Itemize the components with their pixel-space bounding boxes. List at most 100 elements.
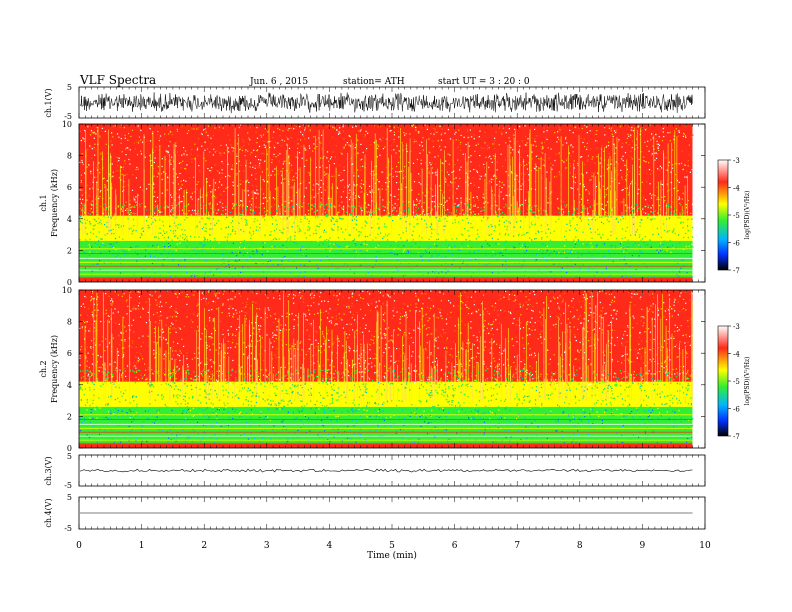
spectrogram-pixel [185,258,187,260]
spectrogram-pixel [213,148,215,150]
spectrogram-pixel [647,244,649,246]
spectrogram-pixel [225,227,227,229]
spectrogram-pixel [89,188,91,190]
spectrogram-pixel [635,144,637,146]
spectrogram-pixel [439,125,441,127]
spectrogram-pixel [110,229,112,231]
spectrogram-pixel [634,234,636,236]
spectrogram-pixel [207,168,209,170]
spectrogram-pixel [229,217,231,219]
spectrogram-pixel [676,246,678,249]
spectrogram-pixel [218,209,220,211]
spectrogram-pixel [570,187,572,189]
spectrogram-pixel [519,226,521,228]
spectrogram-pixel [242,203,244,205]
spectrogram-pixel [639,250,641,252]
spectrogram-pixel [428,170,430,172]
spectrogram-pixel [633,204,635,207]
spectrogram-pixel [653,276,655,278]
spectrogram-pixel [84,172,86,174]
spectrogram-pixel [650,207,652,209]
spectrogram-pixel [379,271,381,273]
spectrogram-pixel [600,236,602,238]
spectrogram-pixel [197,127,200,129]
spectrogram-pixel [463,242,465,244]
spectrogram-pixel [206,181,208,183]
spectrogram-pixel [427,176,429,178]
spectrogram-pixel [273,227,275,229]
y-tick-label: 0 [67,278,72,287]
spectrogram-pixel [349,206,351,208]
spectrogram-pixel [111,176,113,178]
spectrogram-pixel [687,256,689,258]
spectrogram-pixel [330,220,333,222]
spectrogram-pixel [238,149,241,151]
y-tick-label: 10 [62,120,72,129]
spectrogram-pixel [643,160,645,162]
spectrogram-pixel [626,210,628,212]
spectrogram-pixel [462,219,464,221]
spectrogram-pixel [297,247,299,249]
spectrogram-pixel [94,132,96,134]
spectrogram-pixel [339,252,341,254]
spectrogram-pixel [137,125,139,127]
spectrogram-pixel [565,261,567,263]
spectrogram-pixel [284,255,286,257]
spectrogram-pixel [614,206,616,209]
spectrogram-pixel [403,210,405,212]
spectrogram-pixel [448,244,450,246]
spectrogram-pixel [638,125,640,127]
spectrogram-pixel [531,224,533,226]
spectrogram-pixel [495,204,497,206]
spectrogram-pixel [517,234,520,237]
spectrogram-pixel [655,152,657,154]
spectrogram-pixel [364,181,367,183]
spectrogram-pixel [204,204,206,206]
spectrogram-pixel [496,161,498,163]
spectrogram-pixel [632,140,634,142]
spectrogram-pixel [89,246,91,248]
spectrogram-pixel [153,236,156,239]
spectrogram-pixel [82,198,84,201]
spectrogram-pixel [120,138,122,140]
spectrogram-pixel [222,210,224,212]
spectrogram-pixel [448,163,450,165]
spectrogram-pixel [233,215,235,217]
spectrogram-pixel [266,249,268,251]
spectrogram-pixel [495,211,497,213]
spectrogram-pixel [393,134,396,136]
spectrogram-pixel [485,156,487,158]
spectrogram-pixel [300,235,302,238]
spectrogram-pixel [241,371,243,374]
spectrogram-pixel [585,189,587,191]
spectrogram-pixel [680,204,682,206]
spectrogram-pixel [596,140,599,142]
spectrogram-pixel [630,183,632,185]
spectrogram-pixel [110,248,112,251]
spectrogram-pixel [602,208,605,211]
spectrogram-pixel [189,235,192,237]
spectrogram-pixel [539,214,541,216]
spectrogram-pixel [426,211,429,214]
spectrogram-pixel [690,136,693,138]
spectrogram-pixel [309,174,311,176]
spectrogram-pixel [621,212,623,214]
spectrogram-pixel [269,140,271,143]
spectrogram-pixel [101,243,103,245]
spectrogram-pixel [441,162,443,164]
spectrogram-pixel [278,160,280,162]
spectrogram-pixel [163,239,165,241]
spectrogram-pixel [562,247,564,249]
spectrogram-pixel [135,261,137,263]
spectrogram-pixel [324,205,326,207]
spectrogram-pixel [322,246,324,248]
spectrogram-pixel [571,221,573,223]
spectrogram-pixel [556,141,558,143]
spectrogram-pixel [434,156,436,158]
spectrogram-pixel [136,166,138,168]
spectrogram-pixel [265,245,267,247]
spectrogram-pixel [365,252,367,254]
spectrogram-pixel [656,198,658,201]
spectrogram-pixel [292,343,294,345]
spectrogram-pixel [595,140,597,142]
